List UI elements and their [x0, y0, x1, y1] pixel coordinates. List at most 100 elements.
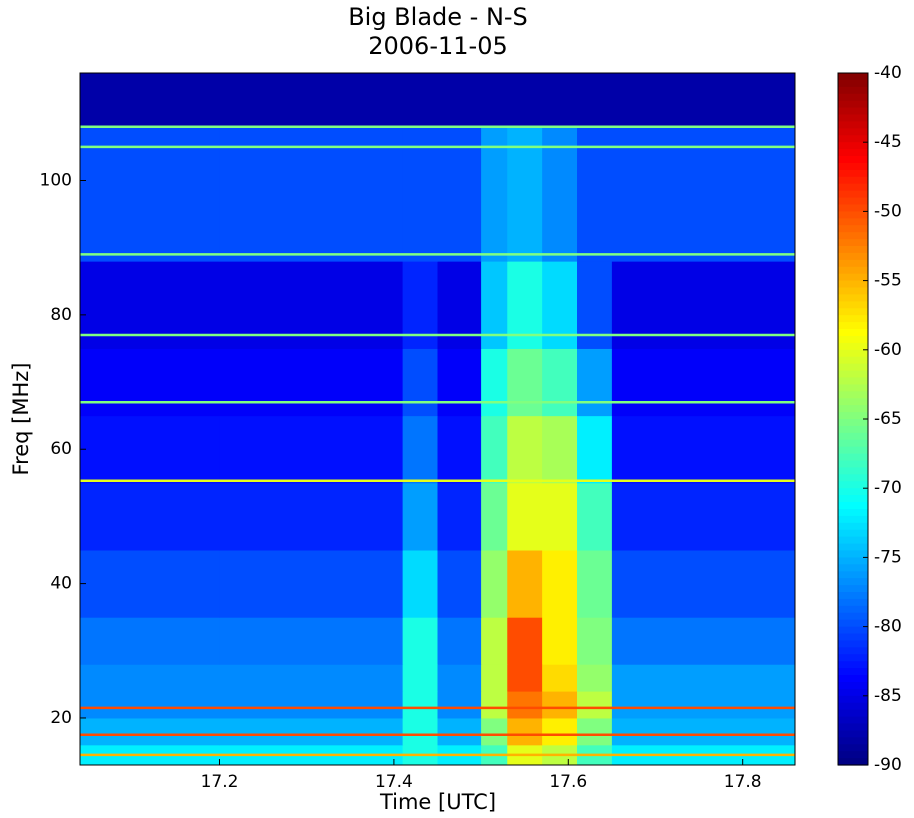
- colorbar-strip: [838, 266, 868, 275]
- colorbar-strip: [838, 626, 868, 635]
- heatmap-cell: [219, 482, 404, 551]
- colorbar-strip: [838, 232, 868, 240]
- colorbar-strip: [838, 363, 868, 372]
- colorbar-strip: [838, 605, 868, 614]
- colorbar-strip: [838, 495, 868, 503]
- colorbar-strip: [838, 329, 868, 337]
- colorbar-strip: [838, 578, 868, 586]
- colorbar-strip: [838, 716, 868, 725]
- heatmap-cell: [219, 348, 404, 417]
- colorbar-strip: [838, 190, 868, 199]
- heatmap-cell: [402, 73, 438, 128]
- heatmap-cell: [481, 73, 508, 128]
- heatmap-cell: [402, 617, 438, 665]
- heatmap-cell: [507, 664, 543, 692]
- colorbar-tick-label: -65: [874, 409, 902, 429]
- colorbar-strip: [838, 218, 868, 226]
- colorbar-strip: [838, 654, 868, 662]
- heatmap-cell: [437, 126, 482, 262]
- heatmap-cell: [507, 717, 543, 746]
- heatmap-cell: [542, 617, 578, 665]
- heatmap-cell: [542, 482, 578, 551]
- colorbar-strip: [838, 585, 868, 593]
- heatmap-cell: [437, 348, 482, 417]
- colorbar-strip: [838, 681, 868, 690]
- heatmap-cell: [577, 717, 613, 746]
- colorbar-strip: [838, 273, 868, 282]
- heatmap-cell: [481, 617, 508, 665]
- heatmap-cell: [402, 550, 438, 618]
- colorbar-strip: [838, 259, 868, 268]
- colorbar-strip: [838, 322, 868, 330]
- heatmap-cell: [507, 73, 543, 128]
- y-tick-label: 100: [40, 170, 72, 190]
- colorbar-strip: [838, 550, 868, 558]
- y-tick-label: 60: [50, 439, 72, 459]
- heatmap-cell: [611, 617, 796, 665]
- heatmap-cell: [481, 691, 508, 719]
- colorbar-strip: [838, 398, 868, 406]
- colorbar-strip: [838, 169, 868, 178]
- colorbar-strip: [838, 571, 868, 579]
- colorbar-strip: [838, 702, 868, 711]
- colorbar-strip: [838, 239, 868, 247]
- heatmap-cell: [402, 348, 438, 417]
- heatmap-cell: [402, 664, 438, 692]
- colorbar-tick-label: -80: [874, 617, 902, 637]
- colorbar-strip: [838, 121, 868, 129]
- heatmap-cell: [80, 550, 221, 618]
- heatmap-cell: [542, 664, 578, 692]
- colorbar-strip: [838, 377, 868, 385]
- colorbar-strip: [838, 128, 868, 136]
- colorbar-strip: [838, 176, 868, 185]
- heatmap-cell: [219, 550, 404, 618]
- colorbar-strip: [838, 114, 868, 123]
- x-tick-label: 17.4: [375, 772, 413, 792]
- colorbar-strip: [838, 709, 868, 718]
- colorbar-strip: [838, 252, 868, 261]
- colorbar-strip: [838, 522, 868, 531]
- colorbar-tick-label: -60: [874, 340, 902, 360]
- colorbar-tick-label: -45: [874, 132, 902, 152]
- colorbar-strip: [838, 439, 868, 448]
- colorbar-strip: [838, 204, 868, 212]
- colorbar-tick-label: -85: [874, 686, 902, 706]
- colorbar-strip: [838, 156, 868, 164]
- colorbar-strip: [838, 488, 868, 496]
- heatmap-cell: [80, 348, 221, 417]
- y-tick-label: 80: [50, 305, 72, 325]
- colorbar-strip: [838, 598, 868, 607]
- heatmap-cell: [507, 691, 543, 719]
- colorbar-strip: [838, 467, 868, 475]
- heatmap-cell: [507, 348, 543, 417]
- colorbar-strip: [838, 432, 868, 441]
- heatmap-cell: [611, 550, 796, 618]
- heatmap-cell: [611, 415, 796, 484]
- colorbar-strip: [838, 619, 868, 628]
- colorbar-tick-label: -90: [874, 755, 902, 775]
- colorbar-strip: [838, 356, 868, 365]
- colorbar-strip: [838, 246, 868, 254]
- colorbar-strip: [838, 592, 868, 600]
- colorbar-strip: [838, 183, 868, 192]
- colorbar-strip: [838, 225, 868, 233]
- heatmap-cell: [437, 691, 482, 719]
- heatmap-cell: [577, 73, 613, 128]
- colorbar-strip: [838, 730, 868, 738]
- y-tick-label: 20: [50, 708, 72, 728]
- colorbar-strip: [838, 280, 868, 289]
- heatmap-cell: [402, 126, 438, 262]
- heatmap-cell: [437, 717, 482, 746]
- colorbar-strip: [838, 197, 868, 206]
- colorbar-strip: [838, 474, 868, 482]
- plot-frame: [79, 72, 796, 766]
- colorbar-strip: [838, 301, 868, 309]
- heatmap-cell: [481, 664, 508, 692]
- colorbar-strip: [838, 419, 868, 427]
- colorbar-strip: [838, 675, 868, 683]
- y-axis-label: Freq [MHz]: [9, 363, 33, 476]
- heatmap-cell: [219, 73, 404, 128]
- colorbar-strip: [838, 149, 868, 157]
- colorbar-strip: [838, 384, 868, 392]
